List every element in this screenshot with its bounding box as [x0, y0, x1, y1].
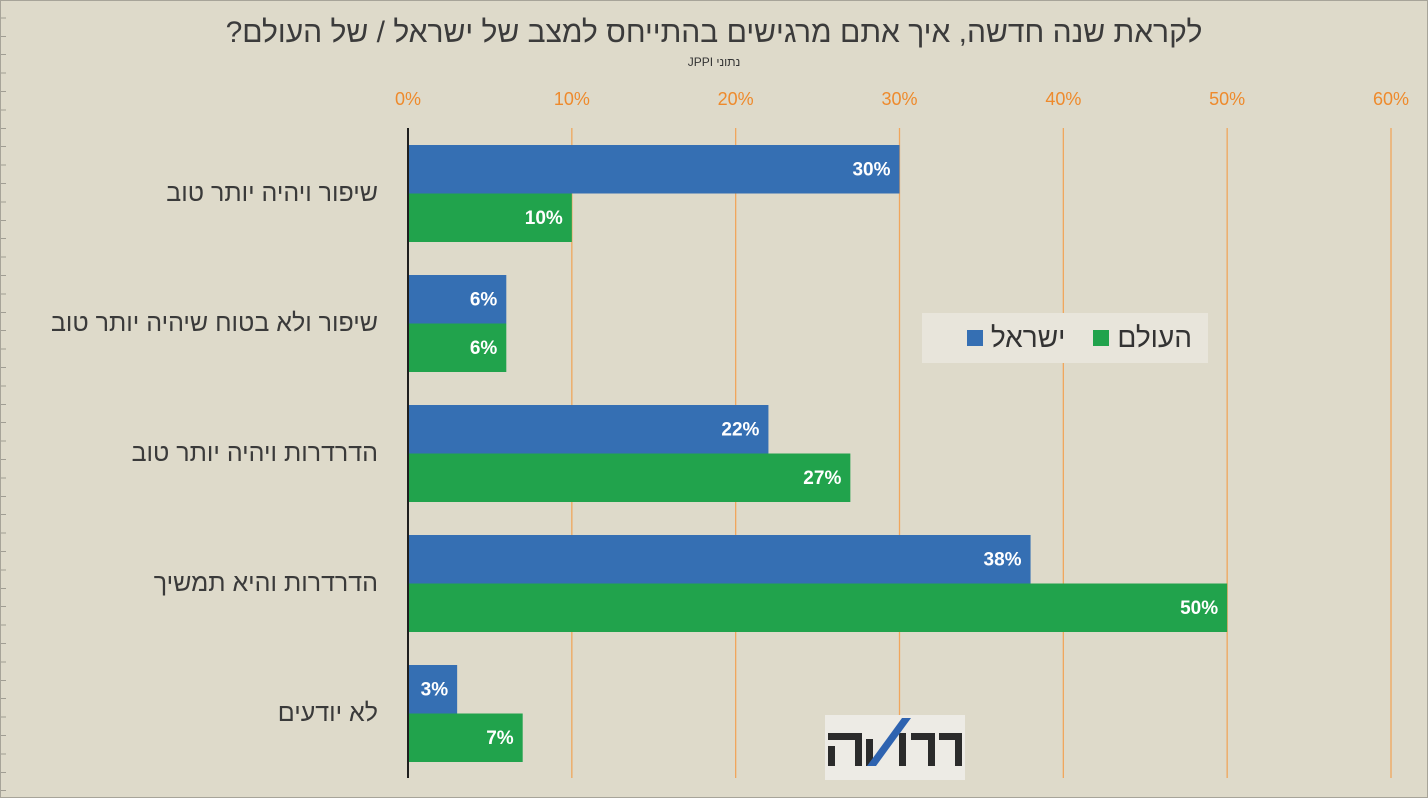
x-axis-tick-labels: 0% 10% 20% 30% 40% 50% 60% — [395, 89, 1409, 109]
legend-marker — [1093, 330, 1110, 346]
x-tick-label: 60% — [1373, 89, 1409, 109]
data-label-suffix: % — [874, 159, 891, 180]
data-label: 10% — [525, 207, 563, 228]
data-label-suffix: % — [743, 419, 760, 440]
bar-series-0 — [408, 665, 458, 714]
legend-label: ישראל — [990, 322, 1066, 353]
data-label-value: 38 — [984, 549, 1005, 570]
x-tick-label: 0% — [395, 89, 421, 109]
logo-glyph — [928, 733, 935, 766]
logo-glyph — [939, 733, 962, 740]
data-label-value: 3 — [421, 679, 432, 700]
x-tick-label: 40% — [1045, 89, 1081, 109]
x-tick-label: 30% — [881, 89, 917, 109]
bar-series-1 — [408, 193, 572, 242]
legend-label: העולם — [1117, 322, 1192, 353]
x-tick-label: 50% — [1209, 89, 1245, 109]
sheet-edge-ticks — [0, 0, 6, 798]
data-label-suffix: % — [431, 679, 448, 700]
legend-item-israel: ישראל — [966, 321, 1066, 355]
category-label: שיפור ויהיה יותר טוב — [166, 179, 378, 207]
data-label-suffix: % — [480, 289, 497, 310]
data-label-suffix: % — [497, 727, 514, 748]
logo-background — [825, 715, 965, 780]
logo-glyph — [899, 733, 906, 766]
category-axis-labels: שיפור ויהיה יותר טוב שיפור ולא בטוח שיהיה… — [0, 0, 378, 798]
legend-item-world: העולם — [1093, 321, 1192, 355]
bar-series-0 — [408, 535, 1031, 584]
data-label: 22% — [721, 419, 759, 440]
logo-glyph — [855, 733, 862, 766]
logo-letters — [828, 733, 962, 766]
logo-glyph — [828, 733, 862, 740]
category-label: הדרדרות ויהיה יותר טוב — [131, 439, 378, 467]
category-label: הדרדרות והיא תמשיך — [153, 569, 378, 597]
chart-title: לקראת שנה חדשה, איך אתם מרגישים בהתייחס … — [225, 16, 1203, 49]
bar-series-1 — [408, 713, 523, 762]
data-label: 6% — [470, 289, 498, 310]
data-labels: 30%10%6%6%22%27%38%50%3%7% — [421, 159, 1219, 749]
data-label-value: 10 — [525, 207, 546, 228]
logo-glyph — [866, 739, 873, 766]
data-label: 27% — [803, 467, 841, 488]
data-label-suffix: % — [824, 467, 841, 488]
data-label: 30% — [852, 159, 890, 180]
data-label: 7% — [486, 727, 514, 748]
data-label: 3% — [421, 679, 449, 700]
bar-series-0 — [408, 145, 900, 194]
x-tick-label: 20% — [718, 89, 754, 109]
data-label-suffix: % — [1201, 597, 1218, 618]
data-label-value: 6 — [470, 289, 481, 310]
legend-marker — [966, 330, 983, 346]
legend: העולם ישראל — [922, 313, 1208, 363]
x-tick-label: 10% — [554, 89, 590, 109]
bar-series-1 — [408, 453, 851, 502]
logo-glyph — [828, 746, 835, 766]
chart-subtitle: נתוני JPPI — [687, 55, 741, 69]
gridlines — [571, 128, 1392, 778]
logo-glyph — [955, 733, 962, 766]
data-label-value: 22 — [721, 419, 742, 440]
data-label-value: 27 — [803, 467, 824, 488]
data-label-value: 7 — [486, 727, 497, 748]
data-label-suffix: % — [480, 337, 497, 358]
hamadad-logo — [825, 715, 965, 780]
logo-glyph — [911, 733, 935, 740]
bars — [408, 145, 1228, 762]
logo-accent-stroke — [867, 718, 911, 766]
bar-series-1 — [408, 323, 507, 372]
data-label: 6% — [470, 337, 498, 358]
data-label-suffix: % — [546, 207, 563, 228]
bar-series-0 — [408, 405, 769, 454]
data-label-suffix: % — [1005, 549, 1022, 570]
data-label: 38% — [984, 549, 1022, 570]
data-label-value: 50 — [1180, 597, 1201, 618]
bar-series-0 — [408, 275, 507, 324]
data-label-value: 30 — [852, 159, 873, 180]
bar-series-1 — [408, 583, 1228, 632]
category-label: שיפור ולא בטוח שיהיה יותר טוב — [50, 309, 378, 337]
category-label: לא יודעים — [277, 699, 378, 727]
data-label: 50% — [1180, 597, 1218, 618]
data-label-value: 6 — [470, 337, 481, 358]
